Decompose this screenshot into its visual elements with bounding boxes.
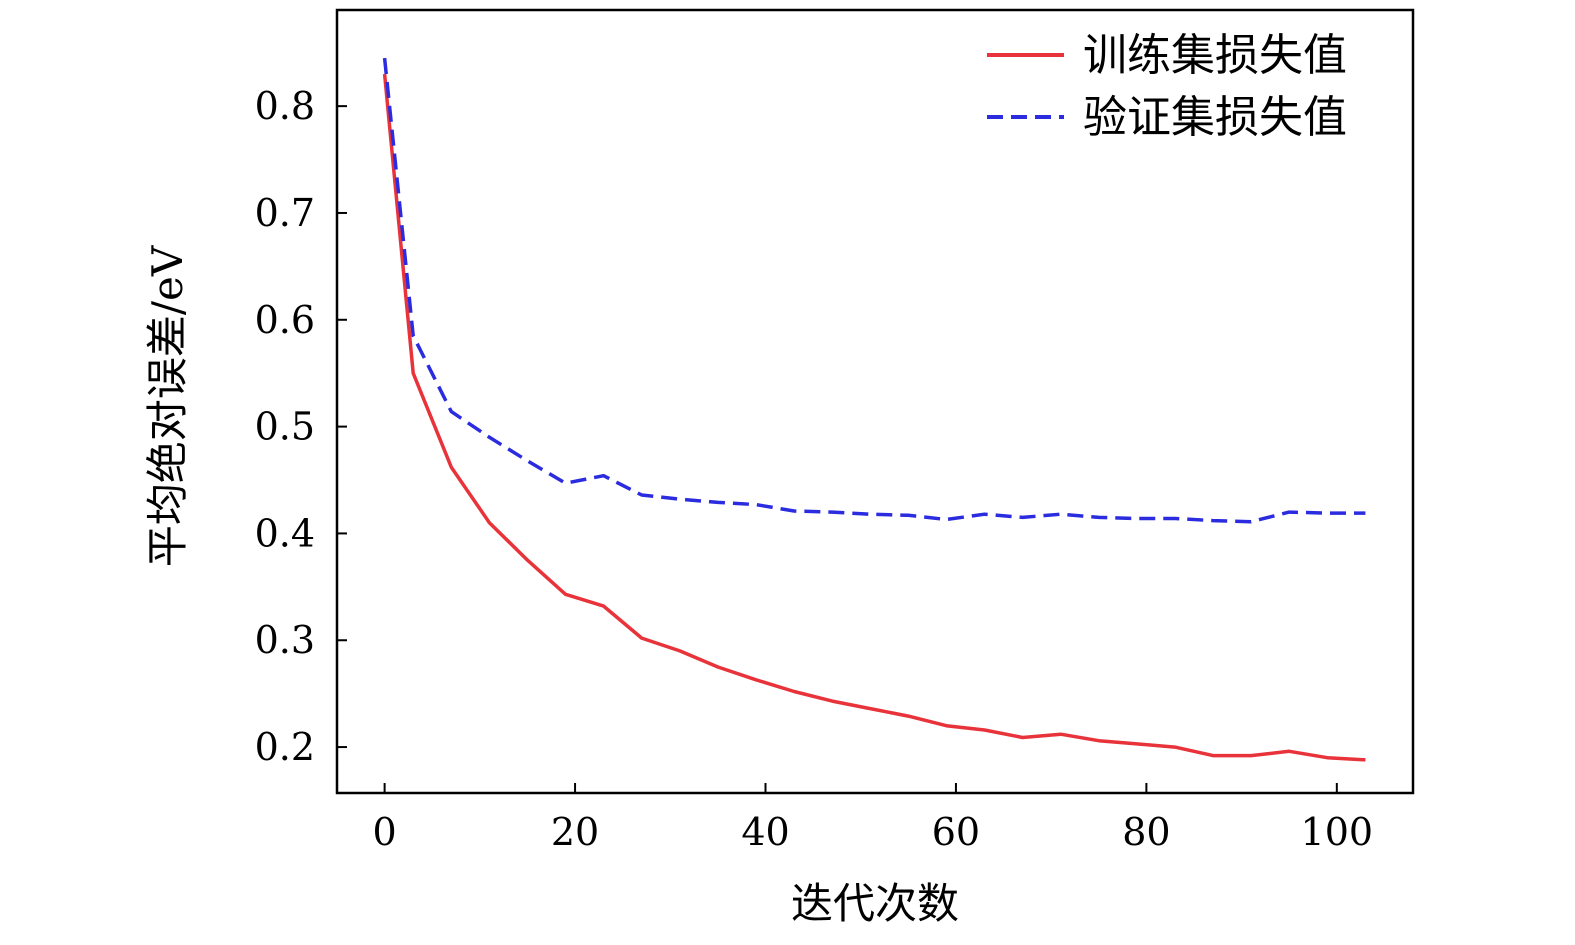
y-tick-label: 0.7 bbox=[255, 191, 315, 235]
y-axis-title: 平均绝对误差/eV bbox=[143, 245, 192, 567]
x-tick-label: 20 bbox=[551, 810, 599, 854]
x-tick-label: 60 bbox=[932, 810, 980, 854]
series-line-validation bbox=[382, 57, 1366, 524]
series-line-training bbox=[382, 73, 1366, 762]
x-tick-label: 80 bbox=[1122, 810, 1170, 854]
x-tick-label: 100 bbox=[1301, 810, 1374, 854]
legend-label: 验证集损失值 bbox=[1083, 92, 1347, 143]
y-tick-label: 0.5 bbox=[255, 405, 315, 449]
y-tick-label: 0.6 bbox=[255, 298, 315, 342]
plot-area-frame bbox=[335, 8, 1415, 795]
series-layer bbox=[382, 57, 1366, 762]
x-tick-label: 0 bbox=[373, 810, 397, 854]
y-tick-label: 0.8 bbox=[255, 84, 315, 128]
tick-layer: 0 20 40 60 80 100 0.2 0.3 0.4 0.5 0.6 0.7 0.8 bbox=[255, 84, 1374, 854]
x-tick-label: 40 bbox=[741, 810, 789, 854]
y-tick-label: 0.3 bbox=[255, 618, 315, 662]
y-tick-label: 0.2 bbox=[255, 725, 315, 769]
y-tick-label: 0.4 bbox=[255, 511, 315, 555]
x-axis-title: 迭代次数 bbox=[791, 879, 959, 928]
legend-label: 训练集损失值 bbox=[1083, 30, 1347, 81]
